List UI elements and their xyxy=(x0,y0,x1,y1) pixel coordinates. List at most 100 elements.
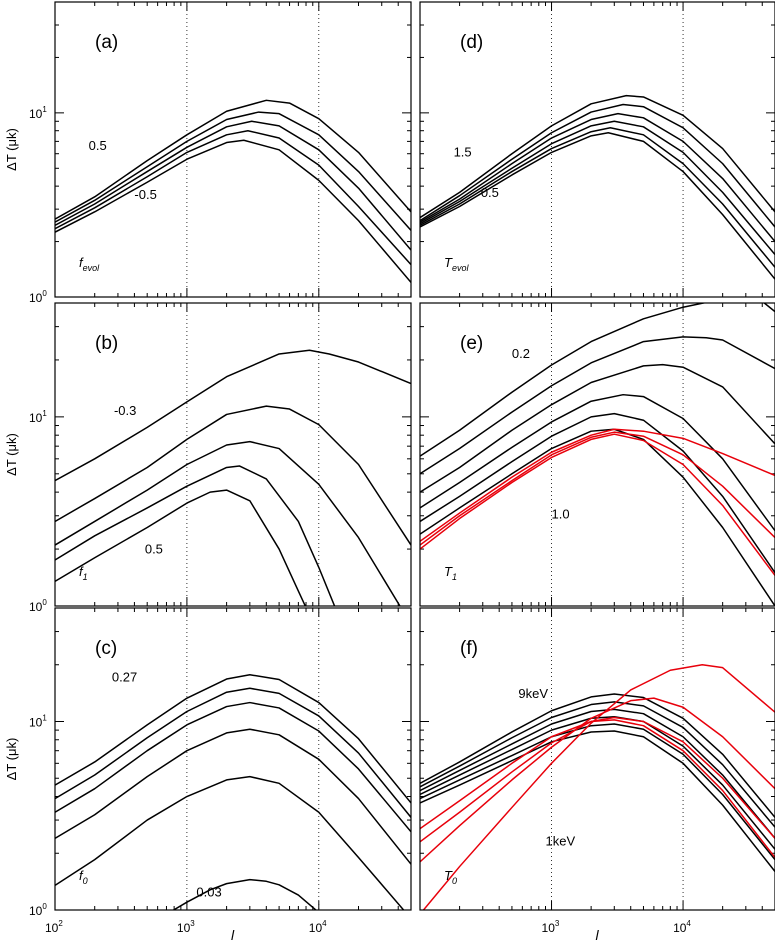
y-tick-label: 101 xyxy=(29,713,47,729)
panel-title: (a) xyxy=(95,32,118,53)
series-group xyxy=(420,303,775,606)
series-line-1.0 xyxy=(420,428,775,606)
series-line--0.1 xyxy=(55,405,411,546)
parameter-label: T1 xyxy=(444,564,457,582)
series-line-0.3 xyxy=(55,465,336,606)
series-line-red-5keV xyxy=(420,716,775,843)
y-tick-label: 100 xyxy=(29,598,47,614)
series-line-1.25 xyxy=(420,112,775,243)
series-line-0.1 xyxy=(420,303,775,457)
parameter-label: f1 xyxy=(79,564,88,582)
series-line-0.09 xyxy=(55,775,405,910)
x-axis-label: l xyxy=(231,927,235,943)
x-axis-label: l xyxy=(596,927,600,943)
parameter-label: f0 xyxy=(79,868,88,886)
parameter-label: fevol xyxy=(79,255,100,273)
panel-f: (f) 9keV 1keV T0 103 104 l xyxy=(419,607,775,943)
series-line--0.5 xyxy=(55,139,411,283)
x-tick-label: 103 xyxy=(542,919,560,935)
panel-title: (c) xyxy=(95,638,117,659)
panel-frame xyxy=(419,607,775,911)
curve-label: -0.3 xyxy=(114,403,136,418)
series-line--0.25 xyxy=(55,129,411,266)
panel-title: (e) xyxy=(460,333,483,354)
panel-b: (b) -0.3 0.5 f1 100 101 ΔT (μk) xyxy=(4,302,412,614)
parameter-label: T0 xyxy=(444,868,457,886)
panel-frame xyxy=(54,607,412,911)
curve-label: 0.27 xyxy=(112,669,137,684)
curve-label: 1.5 xyxy=(454,144,472,159)
series-line-0.1 xyxy=(55,440,401,606)
series-group xyxy=(55,674,411,910)
series-line-7keV xyxy=(420,701,775,828)
series-line-9keV xyxy=(420,693,775,818)
x-tick-label: 104 xyxy=(673,919,691,935)
y-tick-label: 101 xyxy=(29,409,47,425)
series-line-1.5 xyxy=(420,103,775,228)
series-line-red-3 xyxy=(420,433,775,576)
panel-frame xyxy=(54,302,412,607)
series-group xyxy=(55,99,411,283)
curve-label: 0.03 xyxy=(196,884,221,899)
panel-e: (e) 0.2 1.0 T1 xyxy=(419,302,775,607)
curve-label: -0.5 xyxy=(134,187,156,202)
x-tick-label: 104 xyxy=(309,919,327,935)
axis-ticks xyxy=(419,302,775,607)
curve-label: 9keV xyxy=(518,686,548,701)
series-line-3keV xyxy=(420,715,775,850)
y-axis-label: ΔT (μk) xyxy=(4,433,19,476)
series-line-red-1 xyxy=(420,428,775,542)
panel-frame xyxy=(419,302,775,607)
series-line-0.5 xyxy=(420,131,775,280)
series-line-0.03 xyxy=(172,878,318,910)
series-line-red-3keV xyxy=(420,697,775,863)
series-line-5keV xyxy=(420,708,775,839)
series-line-0 xyxy=(55,120,411,251)
series-line-0.21 xyxy=(55,701,411,833)
y-tick-label: 101 xyxy=(29,105,47,121)
y-tick-label: 100 xyxy=(29,902,47,918)
series-line-0.24 xyxy=(55,687,411,818)
curve-label: 1keV xyxy=(546,833,576,848)
panel-frame xyxy=(419,1,775,298)
y-tick-label: 100 xyxy=(29,289,47,305)
panel-a: (a) 0.5 -0.5 fevol 100 101 ΔT (μk) xyxy=(4,1,412,305)
curve-label: 0.2 xyxy=(512,346,530,361)
series-line-0.6 xyxy=(420,393,775,532)
curve-label: 0.5 xyxy=(145,541,163,556)
series-line-0.5 xyxy=(55,99,411,220)
curve-label: 1.0 xyxy=(552,507,570,522)
series-group xyxy=(420,94,775,280)
x-tick-label: 102 xyxy=(45,919,63,935)
panel-d: (d) 1.5 0.5 Tevol xyxy=(419,1,775,298)
series-line-0.5 xyxy=(55,489,307,606)
y-axis-label: ΔT (μk) xyxy=(4,128,19,171)
curve-label: 0.5 xyxy=(89,138,107,153)
series-line-1.75 xyxy=(420,94,775,219)
series-group xyxy=(420,664,775,910)
series-line-0.27 xyxy=(55,674,411,804)
series-line-1.0 xyxy=(420,120,775,256)
series-line-0.25 xyxy=(55,111,411,231)
series-line-red-2 xyxy=(420,431,775,546)
series-line-0.2 xyxy=(420,336,775,475)
panel-title: (f) xyxy=(460,638,478,659)
axis-ticks xyxy=(419,607,775,911)
y-axis-label: ΔT (μk) xyxy=(4,738,19,781)
panel-title: (d) xyxy=(460,32,483,53)
series-line-2keV xyxy=(420,723,775,861)
series-line-1keV xyxy=(420,730,775,872)
series-line-0.4 xyxy=(420,363,775,493)
series-line-0.15 xyxy=(55,728,411,865)
series-line-red-1keV xyxy=(422,664,775,910)
series-group xyxy=(55,349,411,606)
x-tick-label: 103 xyxy=(177,919,195,935)
curve-label: 0.5 xyxy=(481,185,499,200)
series-line--0.3 xyxy=(55,349,411,482)
series-line-red-9keV xyxy=(420,719,775,858)
panel-c: (c) 0.27 0.03 f0 100 101 ΔT (μk) 102 103 104 l xyxy=(4,607,412,943)
parameter-label: Tevol xyxy=(444,255,469,273)
series-line-0.8 xyxy=(420,412,775,574)
panel-frame xyxy=(54,1,412,298)
